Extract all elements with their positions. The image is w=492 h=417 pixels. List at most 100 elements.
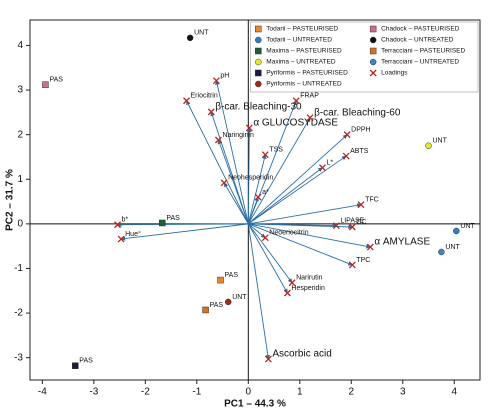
loading-label: Narirutin [296,275,323,282]
legend-marker [369,36,377,44]
loading-label: TSS [269,147,283,154]
legend-label: Chadock – UNTREATED [381,37,453,44]
legend-marker [255,25,262,33]
loading-arrow [248,167,323,225]
x-tick-label: -2 [141,387,150,398]
loading-arrow [117,222,249,227]
point-label: UNT [232,294,247,301]
marker-x [292,97,300,105]
loading-label: b* [122,217,129,224]
marker-x [306,114,314,122]
loading-label: DPPH [351,126,370,133]
marker-x [318,164,326,172]
legend-marker [369,47,377,55]
legend-marker [255,69,262,77]
point-label: PAS [79,358,93,365]
legend-box [250,21,479,93]
y-tick-label: -3 [14,352,23,363]
marker-circle [438,248,445,256]
marker-circle [425,142,432,150]
y-tick-label: 4 [17,40,23,51]
legend-label: Todarii – PASTEURISED [266,26,338,33]
point-label: UNT [445,244,460,251]
marker-x [348,223,356,231]
point-label: PAS [225,272,239,279]
loading-arrow [248,203,362,225]
loading-arrow [248,155,347,225]
marker-x [288,279,296,287]
legend-label: Todarii – UNTREATED [266,37,332,44]
loading-label: Hue° [125,230,141,238]
loading-arrow [247,223,271,360]
marker-x [245,124,253,132]
marker-square [202,306,209,314]
loading-arrow [120,223,249,241]
marker-x [261,151,269,159]
loading-label: LIPASE [340,217,364,224]
point-label: UNT [460,223,475,230]
loading-label: Naringinin [222,132,254,139]
loading-arrow [215,80,249,224]
y-tick-label: 2 [17,129,23,140]
x-tick-label: -4 [38,387,47,398]
loading-label: TPC [356,257,370,264]
y-tick-label: -1 [14,263,23,274]
point-label: UNT [194,30,209,37]
x-tick-label: 4 [451,387,457,398]
loading-arrow [247,223,288,294]
loading-arrow [247,117,311,225]
marker-x [220,179,228,187]
legend-label: Terracciani – PASTEURISED [381,48,465,55]
legend-label: Loadings [381,70,408,77]
loading-arrow [247,196,259,225]
legend-marker [255,36,262,44]
loading-label: FRAP [300,93,319,100]
loading-label: Neoeriocitrin [269,230,308,237]
marker-x [343,131,351,139]
marker-x [117,235,125,243]
legend-marker [369,58,377,66]
marker-x [214,136,222,144]
x-tick-label: 2 [349,387,355,398]
marker-x [183,97,190,105]
marker-x [207,108,215,116]
plot-frame [29,19,481,381]
marker-x [261,234,269,242]
marker-square [72,362,79,369]
marker-x [114,221,121,229]
marker-circle [186,34,194,42]
loading-arrow [247,154,267,224]
point-label: PAS [49,77,63,84]
legend-marker [255,58,262,66]
legend-label: Pyriformis – UNTREATED [266,81,342,88]
marker-x [357,201,365,209]
loading-arrow [247,223,293,284]
loading-label: a* [262,189,269,196]
marker-square [42,81,49,88]
loading-label: β-car. Bleaching-60 [314,107,401,118]
loading-label: β-car. Bleaching-30 [215,102,302,113]
loading-arrow [247,127,252,224]
y-tick-label: -2 [14,308,23,319]
marker-square [217,276,224,284]
legend-marker [255,47,262,55]
legend-marker [369,69,377,77]
loading-label: TFC [365,197,379,204]
marker-circle [224,298,232,306]
loading-label: α GLUCOSYDASE [253,118,338,129]
loading-label: pH [220,73,229,80]
loading-arrow [248,134,348,225]
y-tick-label: 1 [17,174,23,185]
legend-label: Terracciani – UNTREATED [381,59,459,66]
y-axis-label: PC2 – 31.7 % [5,169,16,231]
loading-label: Eriocitrin [191,93,218,100]
loading-label: CC [356,219,366,226]
marker-x [264,355,272,363]
marker-x [366,243,374,251]
x-tick-label: 1 [297,387,303,398]
loading-arrow [247,100,297,225]
x-tick-label: 0 [246,387,252,398]
legend-label: Maxima – PASTEURISED [266,48,342,55]
legend-marker [369,25,377,33]
